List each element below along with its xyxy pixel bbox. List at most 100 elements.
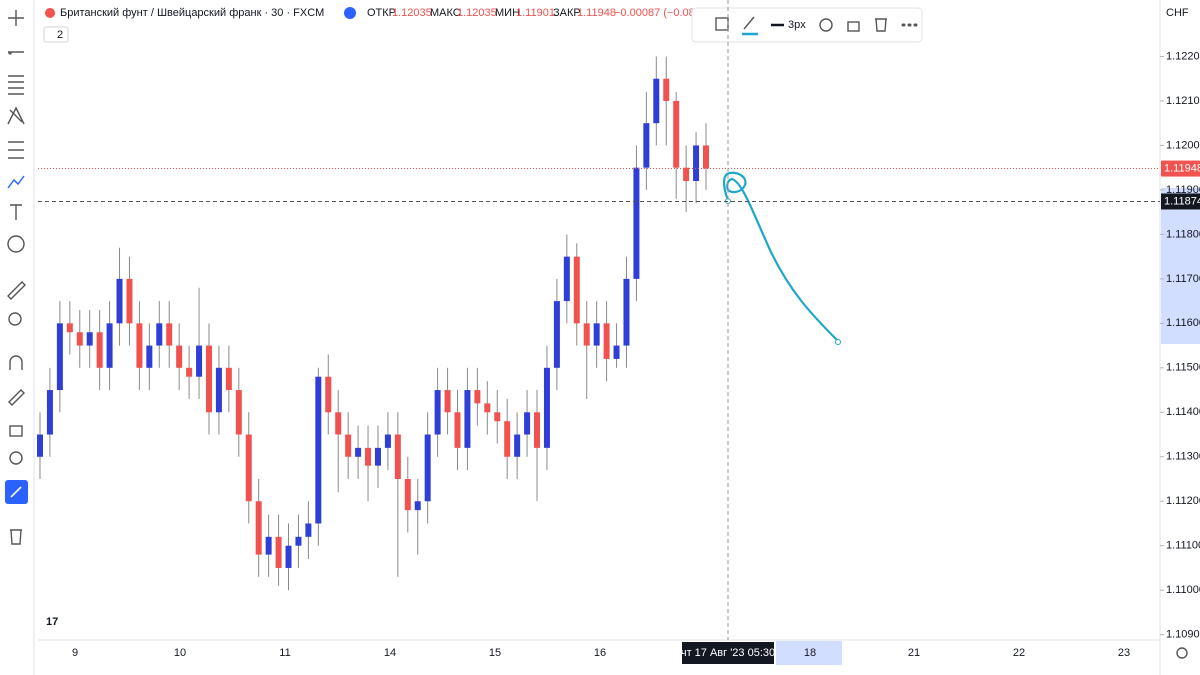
- y-tick-label: 1.10900: [1166, 629, 1200, 641]
- candle-body: [285, 545, 292, 568]
- candle-body: [176, 345, 183, 368]
- candle-body: [126, 278, 133, 324]
- y-tick-label: 1.11100: [1166, 540, 1200, 552]
- x-tick-label: 16: [594, 647, 606, 659]
- candle-body: [524, 412, 531, 435]
- candle-body: [504, 421, 511, 457]
- candle-body: [245, 434, 252, 502]
- crosshair-time-tag: [682, 642, 774, 664]
- candle-body: [146, 345, 153, 368]
- change-value: −0.00087 (−0.08%): [614, 7, 708, 19]
- text-tool[interactable]: [10, 204, 22, 220]
- candle-body: [553, 301, 560, 368]
- candle-body: [394, 434, 401, 479]
- crosshair-price-tag: [1161, 193, 1200, 210]
- candle-body: [355, 447, 362, 457]
- candle-body: [414, 501, 421, 511]
- open-value: 1.12035: [392, 7, 432, 19]
- x-tick-label: 22: [1013, 647, 1025, 659]
- candle-body: [166, 323, 173, 346]
- y-tick-label: 1.11500: [1166, 362, 1200, 374]
- tv-logo: 17: [46, 616, 58, 628]
- high-value: 1.12035: [457, 7, 497, 19]
- x-tick-label: 14: [384, 647, 396, 659]
- candle-body: [514, 434, 521, 457]
- color-button[interactable]: [743, 16, 755, 30]
- zoom-tool[interactable]: [8, 312, 22, 326]
- candle-body: [66, 323, 73, 333]
- link-icon: [10, 486, 22, 498]
- candle-body: [663, 78, 670, 101]
- candle-body: [464, 390, 471, 448]
- draw-mode[interactable]: [8, 389, 25, 406]
- indicators-count[interactable]: 2: [57, 29, 63, 41]
- candle-body: [703, 145, 709, 169]
- candle-body: [156, 323, 163, 346]
- candle-body: [116, 278, 123, 324]
- symbol-flag: [45, 8, 55, 18]
- line-tool[interactable]: [8, 51, 24, 55]
- candle-body: [365, 447, 372, 466]
- projection-tool[interactable]: [8, 141, 24, 159]
- candle-body: [136, 323, 143, 368]
- delete-tool[interactable]: [10, 529, 22, 545]
- candle-body: [673, 100, 680, 168]
- lock-button[interactable]: [847, 21, 860, 32]
- candle-body: [335, 412, 342, 435]
- high-label: МАКС: [430, 7, 461, 19]
- symbol-title[interactable]: Британский фунт / Швейцарский франк · 30…: [60, 7, 324, 19]
- candle-body: [305, 523, 312, 537]
- magnet-tool[interactable]: [9, 355, 23, 370]
- settings-button[interactable]: [819, 18, 833, 32]
- x-tick-label: 21: [908, 647, 920, 659]
- close-value: 1.11948: [577, 7, 616, 19]
- y-tick-label: 1.11300: [1166, 451, 1200, 463]
- candle-body: [374, 447, 381, 466]
- axis-settings[interactable]: [1176, 647, 1188, 659]
- replay-icon[interactable]: [344, 7, 356, 19]
- candle-body: [613, 345, 620, 359]
- currency-label[interactable]: CHF: [1166, 7, 1189, 19]
- candle-body: [325, 376, 332, 413]
- price-range-highlight: [1161, 188, 1200, 344]
- candle-body: [434, 390, 441, 435]
- visibility-tool[interactable]: [9, 451, 23, 465]
- x-tick-label: 10: [174, 647, 186, 659]
- lock-tool[interactable]: [9, 425, 23, 437]
- candle-body: [225, 367, 232, 391]
- ruler-tool[interactable]: [7, 281, 26, 300]
- candle-body: [424, 434, 431, 502]
- x-tick-label: 11: [279, 647, 290, 659]
- emoji-tool[interactable]: [7, 235, 25, 253]
- candle-body: [215, 367, 222, 413]
- candle-body: [345, 434, 352, 457]
- fib-tool[interactable]: [8, 75, 24, 95]
- delete-button[interactable]: [875, 18, 887, 32]
- candle-body: [96, 332, 103, 368]
- candle-body: [37, 434, 43, 457]
- candle-body: [404, 478, 411, 511]
- candle-body: [693, 145, 700, 182]
- candle-body: [494, 412, 501, 422]
- brush-tool[interactable]: [7, 175, 25, 189]
- x-tick-label: 9: [72, 647, 78, 659]
- indicators-toggle[interactable]: [43, 26, 69, 43]
- width-label[interactable]: 3px: [788, 19, 806, 31]
- candle-body: [563, 256, 570, 302]
- candle-body: [593, 323, 600, 346]
- crosshair-tool[interactable]: [8, 10, 24, 26]
- candle-body: [573, 256, 580, 324]
- y-tick-label: 1.11200: [1166, 495, 1200, 507]
- candle-body: [474, 390, 481, 404]
- y-tick-label: 1.11900: [1166, 184, 1200, 196]
- pattern-tool[interactable]: [7, 106, 25, 125]
- candle-body: [265, 536, 272, 555]
- candle-body: [633, 167, 640, 279]
- candle-body: [623, 278, 630, 346]
- freehand-drawing[interactable]: [722, 171, 839, 342]
- drawing-handle[interactable]: [835, 339, 841, 345]
- last-price-label: 1.11948: [1164, 162, 1200, 174]
- candle-body: [186, 367, 193, 377]
